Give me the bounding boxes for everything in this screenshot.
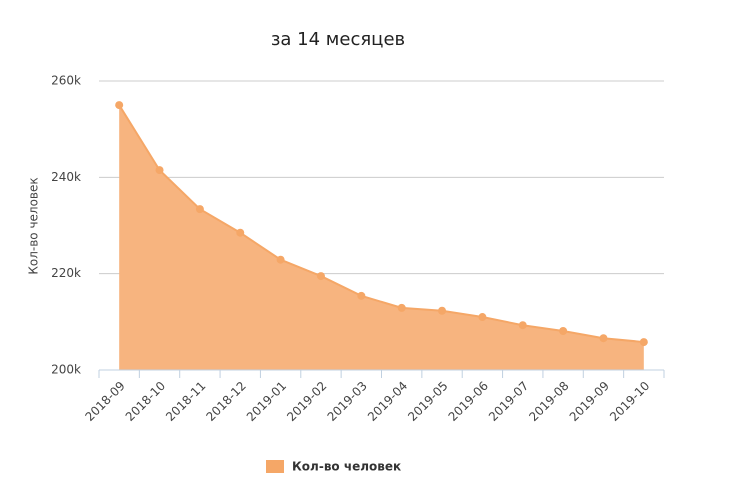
x-tick-label: 2019-08 bbox=[526, 379, 571, 424]
legend-swatch bbox=[266, 460, 284, 473]
point bbox=[115, 101, 124, 110]
x-tick-label: 2018-12 bbox=[203, 379, 248, 424]
x-tick-label: 2018-09 bbox=[82, 379, 127, 424]
y-tick-label: 260k bbox=[51, 74, 81, 88]
x-tick-label: 2019-01 bbox=[244, 379, 289, 424]
point bbox=[357, 291, 366, 300]
x-tick-label: 2019-10 bbox=[607, 379, 652, 424]
point bbox=[276, 255, 285, 264]
x-tick-label: 2019-06 bbox=[446, 379, 491, 424]
point bbox=[478, 313, 487, 322]
x-tick-label: 2018-11 bbox=[163, 379, 208, 424]
point bbox=[599, 334, 608, 343]
legend-label: Кол-во человек bbox=[292, 460, 401, 474]
point bbox=[236, 228, 245, 237]
chart-title: за 14 месяцев bbox=[271, 29, 405, 50]
point bbox=[518, 321, 527, 330]
x-tick-label: 2019-09 bbox=[567, 379, 612, 424]
x-tick-label: 2019-02 bbox=[284, 379, 329, 424]
area bbox=[119, 105, 644, 370]
y-tick-label: 220k bbox=[51, 266, 81, 280]
point bbox=[639, 338, 648, 347]
point bbox=[559, 326, 568, 335]
point bbox=[195, 205, 204, 214]
point bbox=[397, 303, 406, 312]
x-tick-label: 2019-04 bbox=[365, 379, 410, 424]
point bbox=[438, 306, 447, 315]
y-axis-label: Кол-во человек bbox=[27, 177, 41, 274]
x-tick-label: 2019-05 bbox=[405, 379, 450, 424]
point bbox=[155, 166, 164, 175]
point bbox=[316, 272, 325, 281]
x-tick-label: 2018-10 bbox=[123, 379, 168, 424]
x-tick-label: 2019-03 bbox=[325, 379, 370, 424]
line bbox=[118, 104, 644, 344]
y-tick-label: 200k bbox=[51, 363, 81, 377]
x-tick-label: 2019-07 bbox=[486, 379, 531, 424]
y-tick-label: 240k bbox=[51, 170, 81, 184]
